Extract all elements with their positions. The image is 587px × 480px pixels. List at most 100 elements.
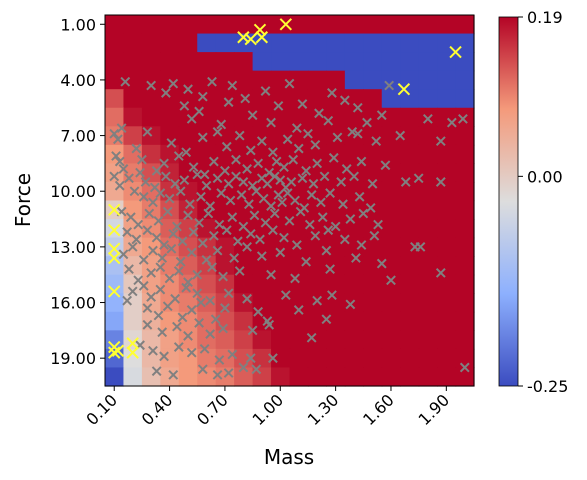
gray-x-point — [247, 180, 258, 191]
heatmap-cell — [326, 256, 346, 276]
gray-x-point — [345, 214, 356, 224]
heatmap-cell — [400, 181, 420, 202]
heatmap-cell — [400, 126, 420, 146]
heatmap-cell — [307, 311, 327, 331]
gray-x-point — [155, 262, 166, 273]
gray-x-point — [175, 256, 186, 267]
gray-x-point — [157, 253, 168, 263]
heatmap-cell — [344, 311, 364, 331]
heatmap-cell — [363, 52, 383, 72]
gray-x-point — [218, 271, 228, 282]
gray-x-point — [330, 221, 341, 232]
gray-x-point — [435, 136, 446, 147]
heatmap-cell — [252, 15, 272, 35]
gray-x-point — [144, 208, 155, 219]
gray-x-point — [131, 234, 142, 245]
gray-x-point — [321, 245, 332, 256]
heatmap-cell — [326, 367, 346, 387]
heatmap-cell — [363, 274, 383, 294]
gray-x-point — [142, 225, 153, 236]
heatmap-cell — [363, 311, 383, 331]
heatmap-cell — [160, 89, 180, 109]
heatmap-cell — [418, 144, 438, 164]
heatmap-cell — [437, 311, 457, 331]
heatmap-cell — [437, 330, 457, 350]
heatmap-cell — [252, 367, 272, 387]
heatmap-cell — [289, 348, 309, 369]
gray-x-point — [205, 329, 216, 339]
heatmap-cell — [437, 219, 457, 239]
gray-x-point — [251, 186, 262, 197]
gray-x-point — [297, 173, 308, 184]
heatmap-cell — [105, 330, 125, 350]
gray-x-point — [138, 280, 149, 291]
gray-x-point — [251, 364, 262, 375]
gray-x-point — [229, 253, 240, 263]
heatmap-cell — [197, 256, 217, 276]
heatmap-cell — [141, 107, 161, 127]
yellow-x-point — [126, 337, 139, 350]
heatmap-cell — [363, 367, 383, 387]
heatmap-cell — [271, 367, 291, 387]
heatmap-cell — [252, 70, 272, 90]
heatmap-cell — [289, 70, 309, 90]
heatmap-cell — [252, 200, 272, 220]
heatmap-cell — [123, 52, 143, 72]
gray-x-point — [216, 119, 227, 130]
heatmap-cell — [141, 33, 161, 53]
gray-x-point — [269, 171, 280, 182]
heatmap-cell — [197, 15, 217, 35]
heatmap-cell — [178, 126, 198, 146]
plot-frame — [104, 14, 475, 387]
gray-x-point — [220, 165, 230, 176]
gray-x-point — [109, 171, 120, 182]
gray-x-point — [201, 180, 212, 191]
heatmap-cell — [307, 274, 327, 294]
heatmap-cell — [381, 293, 401, 313]
gray-x-point — [212, 173, 223, 184]
heatmap-cell — [178, 330, 198, 350]
gray-x-point — [242, 164, 252, 174]
heatmap-cell — [363, 70, 383, 90]
gray-scatter-series — [109, 76, 470, 380]
heatmap-cell — [271, 107, 291, 127]
gray-x-point — [238, 362, 249, 373]
gray-x-point — [170, 178, 181, 189]
yellow-x-point — [108, 285, 121, 298]
heatmap-cell — [326, 181, 346, 202]
gray-x-point — [120, 76, 131, 87]
heatmap-cell — [418, 274, 438, 294]
heatmap-cell — [271, 348, 291, 369]
gray-x-point — [183, 210, 193, 221]
gray-x-point — [435, 267, 446, 278]
heatmap-cell — [252, 163, 272, 183]
gray-x-point — [214, 355, 225, 365]
gray-x-point — [146, 267, 157, 278]
gray-x-point — [183, 84, 193, 95]
yellow-x-point — [111, 344, 125, 357]
heatmap-cell — [123, 89, 143, 109]
gray-x-point — [264, 167, 275, 178]
gray-x-point — [286, 177, 297, 187]
heatmap-cell — [105, 367, 125, 387]
yellow-x-point — [126, 346, 139, 359]
heatmap-cell — [178, 181, 198, 202]
gray-x-point — [373, 219, 383, 230]
heatmap-cell — [326, 274, 346, 294]
heatmap-cell — [381, 200, 401, 220]
heatmap-cell — [105, 89, 125, 109]
gray-x-point — [349, 171, 359, 182]
heatmap-cell — [326, 330, 346, 350]
gray-x-point — [184, 199, 195, 210]
gray-x-point — [395, 130, 406, 141]
heatmap-cell — [289, 219, 309, 239]
x-axis-label: Mass — [264, 445, 314, 469]
heatmap-cell — [307, 52, 327, 72]
heatmap-cell — [215, 348, 235, 369]
heatmap-cell — [437, 181, 457, 202]
gray-x-point — [345, 299, 356, 310]
colorbar — [498, 16, 519, 387]
gray-x-point — [282, 188, 293, 198]
heatmap-cell — [418, 181, 438, 202]
colorbar-ticks: 0.19 0.00 -0.25 — [518, 8, 568, 396]
